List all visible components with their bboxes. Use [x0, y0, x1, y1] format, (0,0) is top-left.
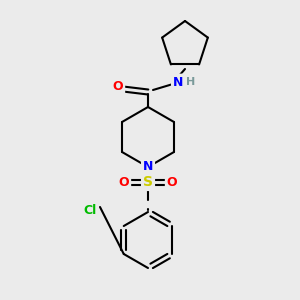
Text: O: O	[113, 80, 123, 94]
Text: N: N	[173, 76, 183, 88]
Text: S: S	[143, 175, 153, 189]
Text: O: O	[119, 176, 129, 188]
Text: O: O	[167, 176, 177, 188]
Text: H: H	[186, 77, 196, 87]
Text: Cl: Cl	[83, 203, 97, 217]
Text: N: N	[143, 160, 153, 173]
